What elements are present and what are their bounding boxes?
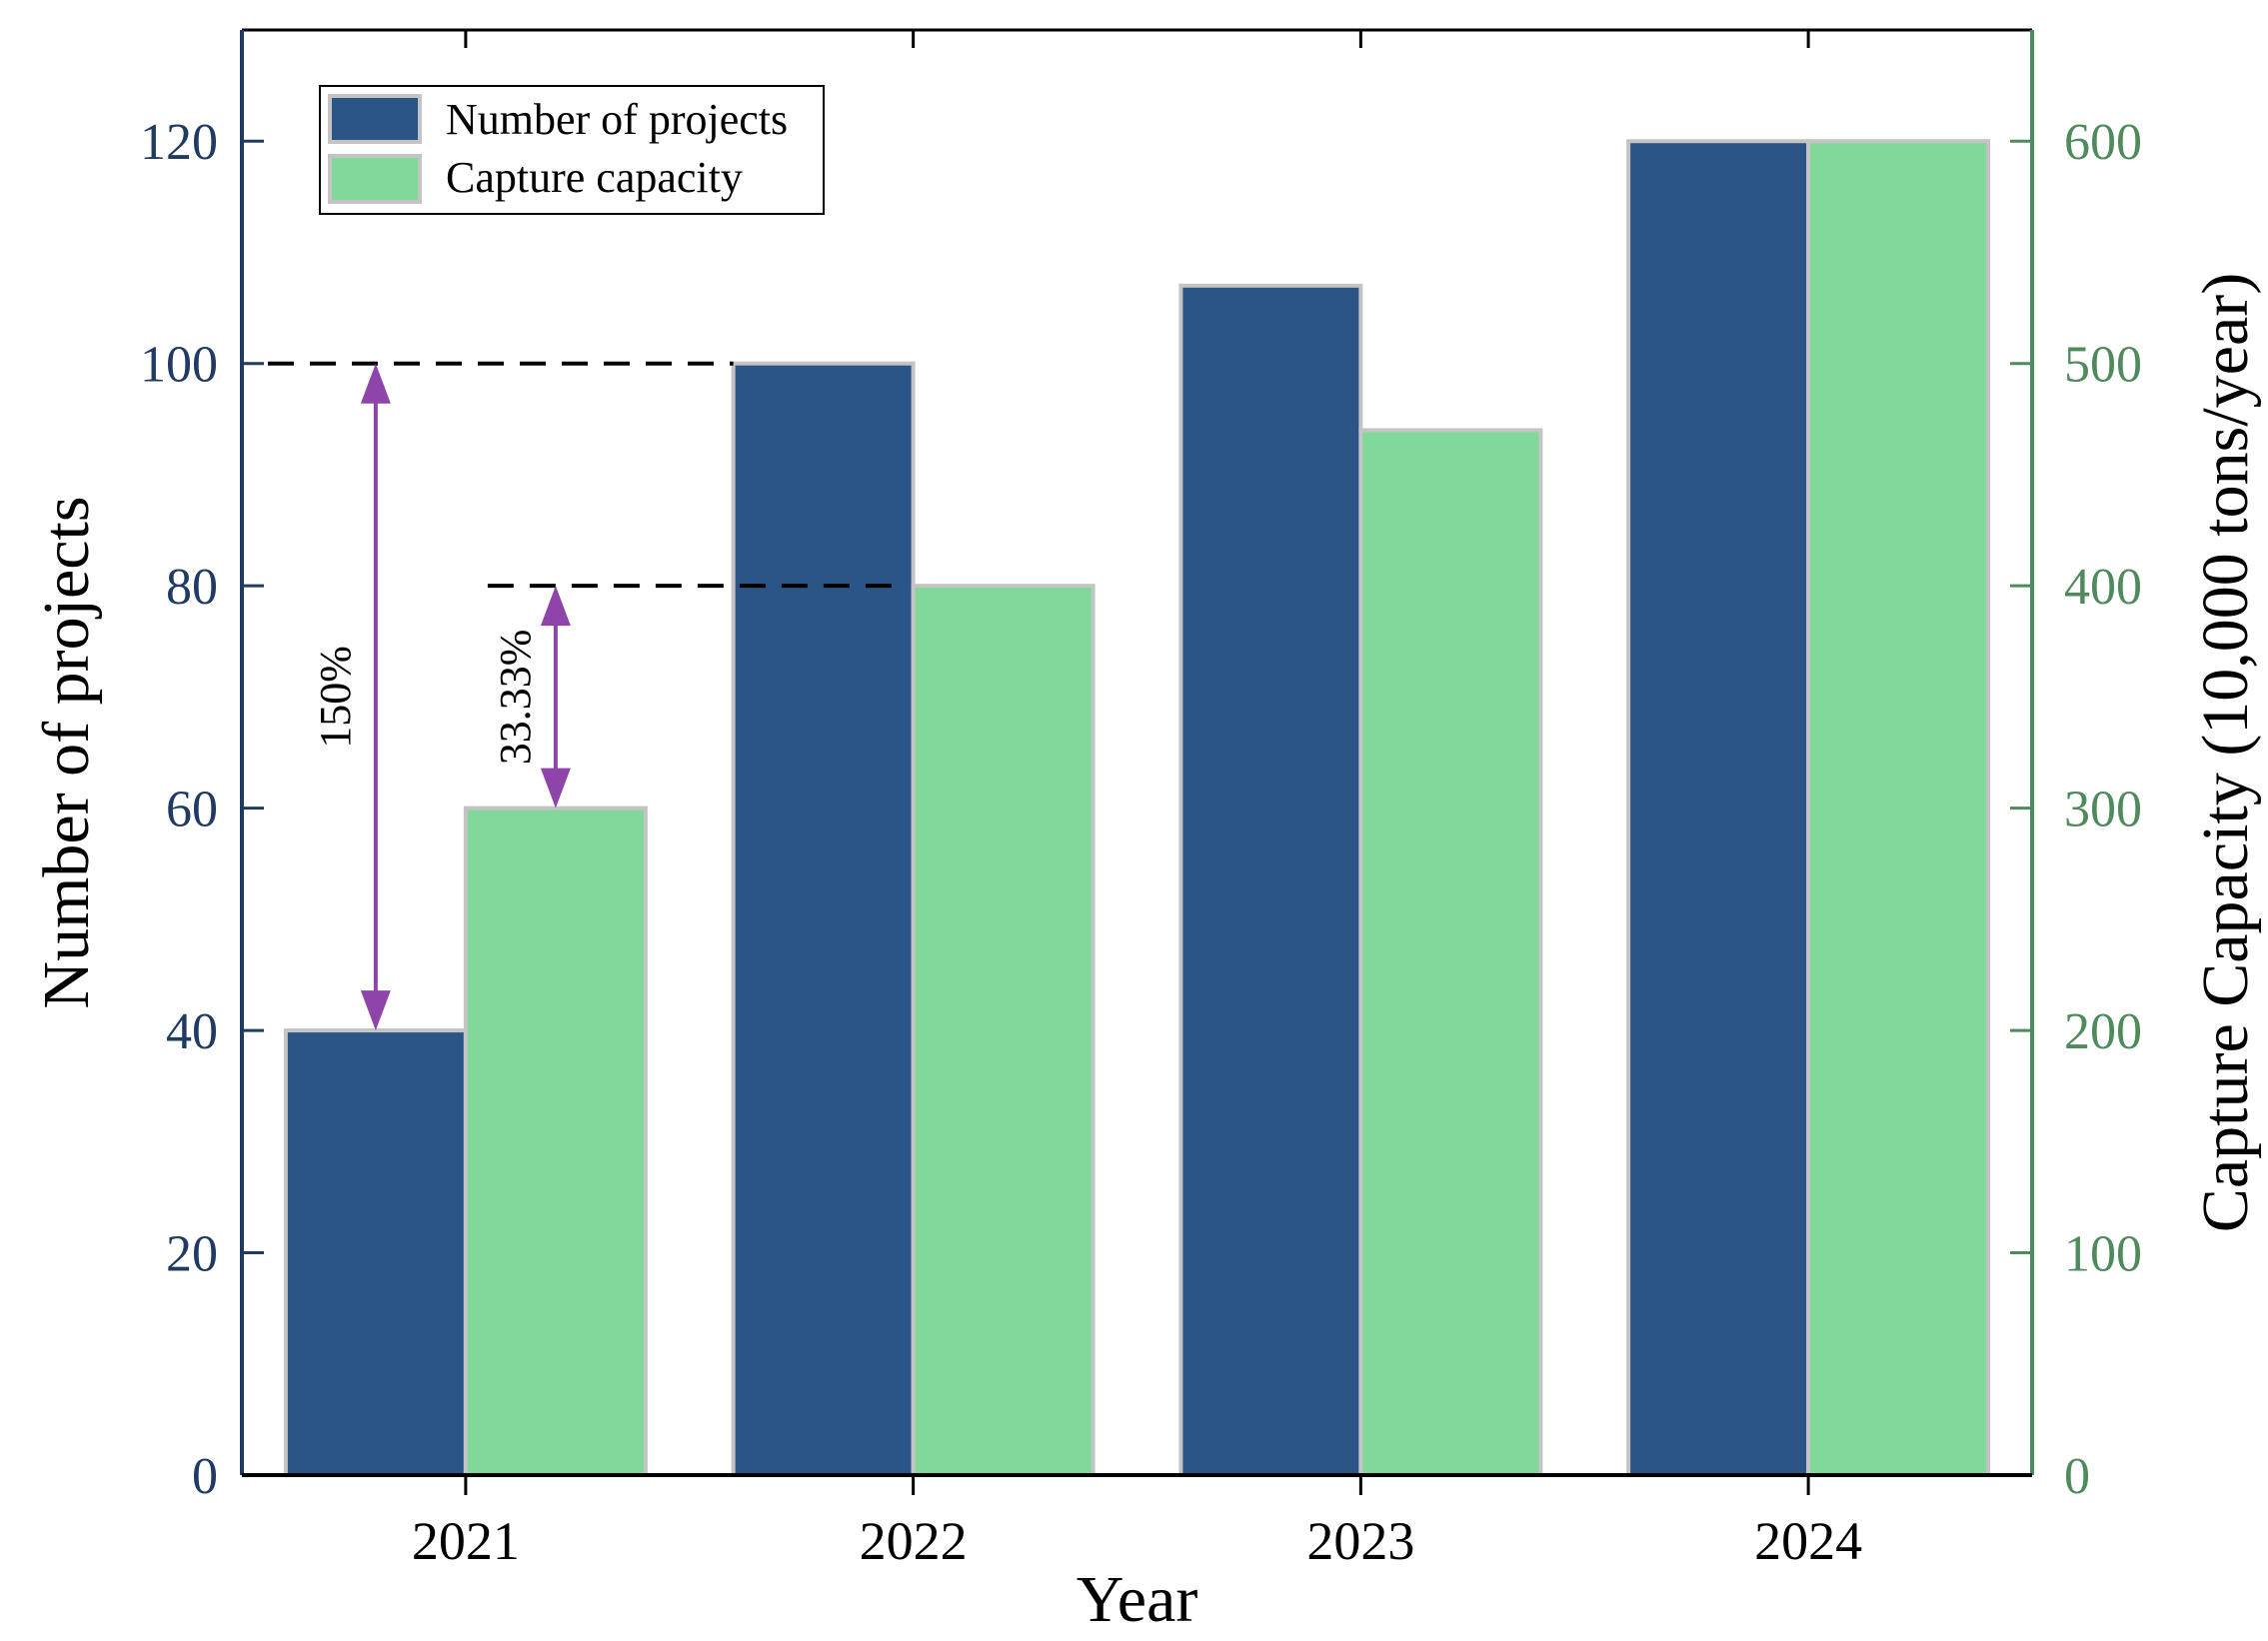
bar-projects-2021	[283, 1028, 468, 1477]
bars	[283, 139, 1991, 1478]
axes: 0 20 40 60 80 100 120 0 100 200 300 400 500 600 2021 20…	[140, 30, 2142, 1571]
annotation-guides	[268, 361, 904, 1031]
bar-projects-2023	[1178, 283, 1363, 1477]
y2-tick-label-200: 200	[2064, 1003, 2142, 1060]
y-tick-label-20: 20	[166, 1226, 218, 1283]
y-tick-label-40: 40	[166, 1003, 218, 1060]
y2-tick-label-400: 400	[2064, 559, 2142, 616]
legend-label-projects: Number of projects	[446, 95, 788, 144]
y2-tick-label-0: 0	[2064, 1448, 2090, 1505]
legend: Number of projects Capture capacity	[319, 85, 825, 215]
y-tick-label-80: 80	[166, 559, 218, 616]
y2-tick-label-600: 600	[2064, 114, 2142, 171]
legend-label-capacity: Capture capacity	[446, 153, 743, 202]
x-tick-label-2023: 2023	[1306, 1511, 1414, 1571]
legend-swatch-projects	[328, 94, 422, 144]
arrow-projects-head-bottom	[360, 990, 391, 1031]
y-tick-label-0: 0	[192, 1448, 218, 1505]
y-tick-label-120: 120	[140, 114, 218, 171]
bar-capacity-2024	[1806, 139, 1991, 1478]
arrow-capacity-head-bottom	[540, 768, 571, 809]
x-tick-label-2021: 2021	[412, 1511, 520, 1571]
arrow-capacity-head-top	[540, 586, 571, 627]
bar-projects-2022	[731, 361, 916, 1478]
y2-tick-label-300: 300	[2064, 782, 2142, 838]
annotation-label-capacity-growth: 33.33%	[491, 630, 540, 766]
x-tick-label-2024: 2024	[1754, 1511, 1862, 1571]
y2-tick-label-500: 500	[2064, 337, 2142, 394]
y-axis-label: Number of projects	[30, 496, 103, 1008]
y-tick-label-60: 60	[166, 782, 218, 838]
arrow-projects-head-top	[360, 363, 391, 404]
y2-axis-label: Capture Capacity (10,000 tons/year)	[2189, 273, 2262, 1232]
bar-projects-2024	[1626, 139, 1811, 1478]
x-axis-label: Year	[1077, 1563, 1198, 1636]
axis-labels: Year Number of projects Capture Capacity…	[30, 273, 2262, 1636]
y-tick-label-100: 100	[140, 337, 218, 394]
bar-capacity-2021	[463, 806, 648, 1477]
legend-swatch-capacity	[328, 154, 422, 204]
bar-capacity-2023	[1358, 428, 1543, 1477]
bar-capacity-2022	[911, 584, 1096, 1477]
x-tick-label-2022: 2022	[860, 1511, 968, 1571]
annotations: 150% 33.33%	[311, 630, 540, 766]
annotation-label-projects-growth: 150%	[311, 646, 360, 749]
y2-tick-label-100: 100	[2064, 1226, 2142, 1283]
axis-ticks	[242, 30, 2032, 1495]
